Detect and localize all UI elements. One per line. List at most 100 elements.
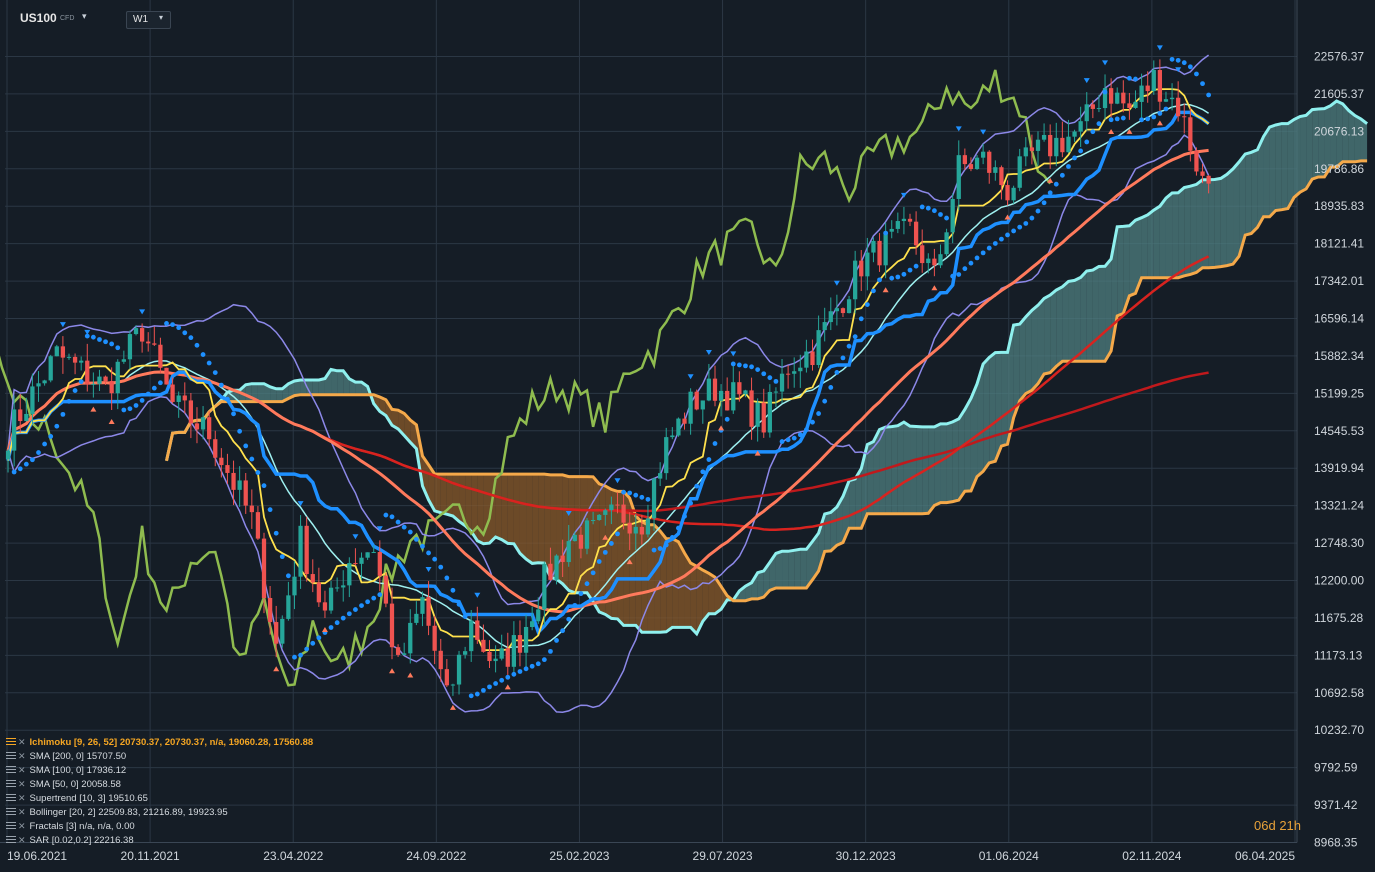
candle-body xyxy=(1011,187,1016,201)
fractal-up-arrow xyxy=(833,280,840,286)
sar-dot xyxy=(913,263,919,269)
close-icon[interactable]: ✕ xyxy=(18,807,26,817)
cloud-segment xyxy=(306,380,313,395)
candle-body xyxy=(426,597,431,626)
candle-body xyxy=(85,360,90,385)
sar-dot xyxy=(602,549,608,555)
timeframe-selector[interactable]: W1 ▾ xyxy=(126,11,171,29)
cloud-segment xyxy=(599,483,606,615)
settings-icon[interactable] xyxy=(6,765,16,775)
fractal-up-arrow xyxy=(565,510,572,516)
cloud-segment xyxy=(1050,289,1057,373)
settings-icon[interactable] xyxy=(6,737,16,747)
candle-body xyxy=(170,384,175,402)
fractal-down-arrow xyxy=(407,672,414,678)
sar-dot xyxy=(1157,111,1163,116)
close-icon[interactable]: ✕ xyxy=(18,751,26,761)
sar-dot xyxy=(773,378,779,384)
settings-icon[interactable] xyxy=(6,807,16,817)
candle-body xyxy=(682,418,687,424)
candle-body xyxy=(158,344,163,368)
close-icon[interactable]: ✕ xyxy=(18,765,26,775)
legend-row[interactable]: ✕ Fractals [3] n/a, n/a, 0.00 xyxy=(6,819,313,833)
sar-dot xyxy=(60,411,66,417)
candle-body xyxy=(597,514,602,521)
candle-body xyxy=(944,232,949,255)
sar-dot xyxy=(17,466,23,472)
sar-dot xyxy=(66,398,72,404)
close-icon[interactable]: ✕ xyxy=(18,821,26,831)
cloud-segment xyxy=(708,573,715,614)
candle-body xyxy=(5,450,11,460)
cloud-segment xyxy=(830,507,837,551)
cloud-segment xyxy=(1233,161,1240,265)
candle-body xyxy=(920,245,925,264)
sar-dot xyxy=(1102,89,1108,95)
close-icon[interactable]: ✕ xyxy=(18,779,26,789)
legend-row[interactable]: ✕ SMA [50, 0] 20058.58 xyxy=(6,777,313,791)
legend-row[interactable]: ✕ SAR [0.02,0.2] 22216.38 xyxy=(6,833,313,847)
cloud-segment xyxy=(910,426,917,514)
cloud-segment xyxy=(1214,178,1221,268)
cloud-segment xyxy=(1129,220,1136,296)
sar-dot xyxy=(590,570,596,576)
cloud-segment xyxy=(1330,101,1337,168)
x-tick-label: 25.02.2023 xyxy=(549,849,609,863)
cloud-segment xyxy=(934,423,941,506)
x-tick-label: 20.11.2021 xyxy=(121,849,180,863)
candle-body xyxy=(962,155,967,165)
legend-row[interactable]: ✕ SMA [200, 0] 15707.50 xyxy=(6,749,313,763)
sar-dot xyxy=(389,514,395,520)
close-icon[interactable]: ✕ xyxy=(18,737,26,747)
settings-icon[interactable] xyxy=(6,751,16,761)
sar-dot xyxy=(481,687,486,693)
fractal-down-arrow xyxy=(1004,214,1011,220)
sar-dot xyxy=(353,607,358,612)
fractal-up-arrow xyxy=(955,126,962,132)
legend-row[interactable]: ✕ Bollinger [20, 2] 22509.83, 21216.89, 1… xyxy=(6,805,313,819)
sar-dot xyxy=(285,573,291,579)
candle-body xyxy=(877,240,882,266)
x-tick-label: 19.06.2021 xyxy=(7,849,67,863)
candle-body xyxy=(718,390,724,401)
cloud-segment xyxy=(1117,226,1124,316)
legend-row[interactable]: ✕ Ichimoku [9, 26, 52] 20730.37, 20730.37… xyxy=(6,735,313,749)
sar-dot xyxy=(371,595,377,601)
cloud-segment xyxy=(568,476,575,593)
candle-body xyxy=(462,651,468,655)
candle-body xyxy=(517,635,523,653)
candle-body xyxy=(1176,97,1181,117)
candle-body xyxy=(840,308,846,314)
x-tick-label: 01.06.2024 xyxy=(979,849,1039,863)
legend-text: SAR [0.02,0.2] 22216.38 xyxy=(29,835,134,846)
cloud-segment xyxy=(1354,115,1361,162)
sar-dot xyxy=(669,535,675,540)
candle-body xyxy=(688,391,693,424)
symbol-dropdown-icon[interactable]: ▾ xyxy=(82,11,87,21)
symbol-label[interactable]: US100 xyxy=(20,11,57,25)
candle-body xyxy=(444,669,449,686)
close-icon[interactable]: ✕ xyxy=(18,835,26,845)
fractal-down-arrow xyxy=(108,418,115,424)
settings-icon[interactable] xyxy=(6,779,16,789)
close-icon[interactable]: ✕ xyxy=(18,793,26,803)
candle-body xyxy=(1084,104,1089,122)
sar-dot xyxy=(1151,114,1157,120)
settings-icon[interactable] xyxy=(6,821,16,831)
candle-body xyxy=(456,654,462,685)
settings-icon[interactable] xyxy=(6,793,16,803)
cloud-segment xyxy=(1092,266,1099,362)
sar-dot xyxy=(999,236,1004,242)
sar-dot xyxy=(1047,190,1053,196)
legend-row[interactable]: ✕ SMA [100, 0] 17936.12 xyxy=(6,763,313,777)
candle-body xyxy=(213,439,218,458)
cloud-segment xyxy=(721,586,728,610)
candle-body xyxy=(536,609,541,622)
cloud-segment xyxy=(1281,123,1288,210)
candle-body xyxy=(182,395,187,401)
candle-body xyxy=(956,155,961,199)
sar-dot xyxy=(541,657,547,663)
settings-icon[interactable] xyxy=(6,835,16,845)
legend-row[interactable]: ✕ Supertrend [10, 3] 19510.65 xyxy=(6,791,313,805)
